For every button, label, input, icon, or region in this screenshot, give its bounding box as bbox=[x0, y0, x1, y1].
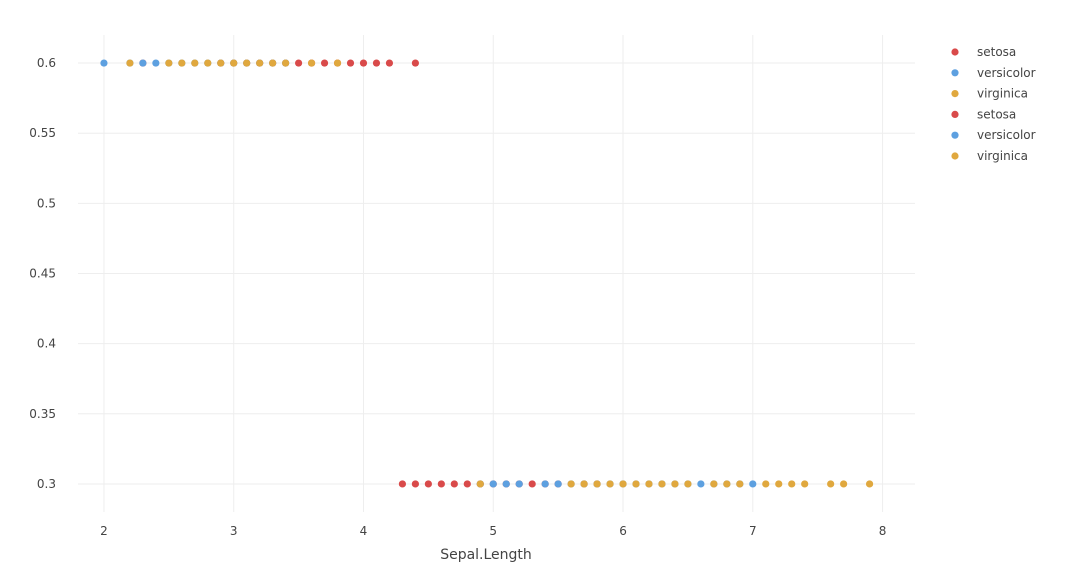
data-point-virginica bbox=[775, 480, 783, 488]
data-point-virginica bbox=[178, 59, 186, 67]
data-point-versicolor bbox=[541, 480, 549, 488]
data-point-virginica bbox=[256, 59, 264, 67]
legend-label: virginica bbox=[977, 149, 1028, 163]
data-point-versicolor bbox=[139, 59, 147, 67]
data-point-virginica bbox=[827, 480, 835, 488]
legend-item-versicolor[interactable]: versicolor bbox=[951, 66, 1036, 80]
data-point-virginica bbox=[671, 480, 679, 488]
data-point-virginica bbox=[567, 480, 575, 488]
data-point-virginica bbox=[865, 480, 874, 488]
data-point-virginica bbox=[840, 480, 848, 488]
data-point-versicolor bbox=[100, 59, 108, 67]
legend-item-virginica[interactable]: virginica bbox=[951, 87, 1028, 101]
x-tick-label: 6 bbox=[619, 524, 627, 538]
legend-item-setosa[interactable]: setosa bbox=[951, 107, 1016, 121]
y-tick-label: 0.5 bbox=[37, 196, 56, 210]
data-point-setosa bbox=[398, 480, 407, 488]
data-point-versicolor bbox=[515, 480, 523, 488]
data-point-virginica bbox=[606, 480, 614, 488]
data-point-virginica bbox=[191, 59, 199, 67]
data-point-setosa bbox=[437, 480, 445, 488]
legend-label: virginica bbox=[977, 87, 1028, 101]
legend-marker bbox=[951, 69, 959, 77]
data-point-versicolor bbox=[554, 480, 562, 488]
data-point-virginica bbox=[632, 480, 640, 488]
data-point-virginica bbox=[658, 480, 666, 488]
data-point-virginica bbox=[723, 480, 731, 488]
data-point-setosa bbox=[385, 59, 394, 67]
legend-item-versicolor[interactable]: versicolor bbox=[951, 128, 1036, 142]
data-point-setosa bbox=[424, 480, 432, 488]
x-tick-label: 3 bbox=[230, 524, 238, 538]
legend-marker bbox=[951, 90, 959, 98]
data-point-setosa bbox=[320, 59, 329, 67]
x-tick-labels: 2 3 4 5 6 7 8 bbox=[100, 524, 886, 538]
x-axis-title: Sepal.Length bbox=[440, 547, 532, 563]
x-tick-label: 2 bbox=[100, 524, 108, 538]
x-tick-label: 5 bbox=[489, 524, 497, 538]
y-tick-label: 0.35 bbox=[29, 407, 56, 421]
data-point-virginica bbox=[580, 480, 588, 488]
grid-layer bbox=[78, 35, 915, 512]
data-point-versicolor bbox=[489, 480, 497, 488]
x-tick-label: 7 bbox=[749, 524, 757, 538]
y-tick-label: 0.3 bbox=[37, 477, 56, 491]
data-point-virginica bbox=[710, 480, 718, 488]
legend-label: versicolor bbox=[977, 66, 1036, 80]
legend-item-setosa[interactable]: setosa bbox=[951, 45, 1016, 59]
legend-marker bbox=[951, 110, 959, 118]
data-point-versicolor bbox=[502, 480, 510, 488]
data-point-virginica bbox=[333, 59, 342, 67]
data-point-virginica bbox=[476, 480, 484, 488]
data-point-setosa bbox=[411, 59, 419, 67]
data-point-setosa bbox=[411, 480, 419, 488]
y-tick-labels: 0.3 0.35 0.4 0.45 0.5 0.55 0.6 bbox=[29, 56, 56, 491]
data-point-virginica bbox=[788, 480, 796, 488]
y-tick-label: 0.6 bbox=[37, 56, 56, 70]
data-point-virginica bbox=[645, 480, 653, 488]
legend-marker bbox=[951, 152, 959, 160]
data-point-versicolor bbox=[749, 480, 757, 488]
data-points bbox=[100, 59, 874, 488]
data-point-setosa bbox=[295, 59, 303, 67]
legend-item-virginica[interactable]: virginica bbox=[951, 149, 1028, 163]
data-point-virginica bbox=[736, 480, 744, 488]
data-point-virginica bbox=[217, 59, 225, 67]
legend[interactable]: setosa versicolor virginica setosa versicolo… bbox=[951, 45, 1036, 163]
data-point-virginica bbox=[126, 59, 134, 67]
data-point-virginica bbox=[307, 59, 316, 67]
data-point-virginica bbox=[593, 480, 601, 488]
data-point-virginica bbox=[230, 59, 238, 67]
data-point-versicolor bbox=[152, 59, 160, 67]
data-point-setosa bbox=[450, 480, 458, 488]
data-point-virginica bbox=[243, 59, 251, 67]
legend-label: setosa bbox=[977, 107, 1016, 121]
y-tick-label: 0.55 bbox=[29, 126, 56, 140]
data-point-virginica bbox=[269, 59, 277, 67]
data-point-virginica bbox=[165, 59, 173, 67]
data-point-setosa bbox=[528, 480, 536, 488]
y-tick-label: 0.45 bbox=[29, 267, 56, 281]
data-point-setosa bbox=[372, 59, 381, 67]
data-point-virginica bbox=[204, 59, 212, 67]
data-point-setosa bbox=[463, 480, 471, 488]
data-point-virginica bbox=[282, 59, 290, 67]
x-tick-label: 8 bbox=[879, 524, 887, 538]
data-point-versicolor bbox=[697, 480, 705, 488]
legend-label: setosa bbox=[977, 45, 1016, 59]
x-tick-label: 4 bbox=[360, 524, 368, 538]
data-point-virginica bbox=[684, 480, 692, 488]
data-point-setosa bbox=[346, 59, 355, 67]
data-point-virginica bbox=[762, 480, 770, 488]
legend-marker bbox=[951, 131, 959, 139]
data-point-virginica bbox=[801, 480, 809, 488]
data-point-setosa bbox=[359, 59, 368, 67]
legend-label: versicolor bbox=[977, 128, 1036, 142]
data-point-virginica bbox=[619, 480, 627, 488]
legend-marker bbox=[951, 48, 959, 56]
y-tick-label: 0.4 bbox=[37, 337, 56, 351]
